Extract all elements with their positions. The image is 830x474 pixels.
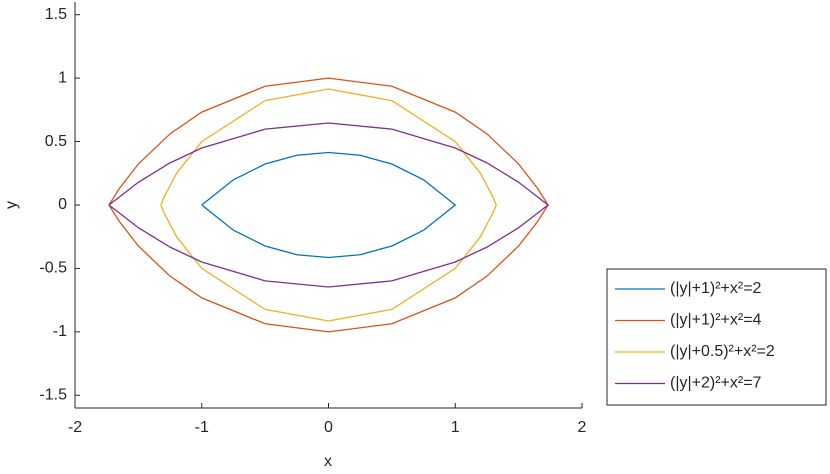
x-tick-label: 1 [451, 419, 460, 436]
legend-label: (|y|+1)²+x²=2 [670, 280, 762, 297]
legend-label: (|y|+0.5)²+x²=2 [670, 343, 775, 360]
y-tick-label: 0 [58, 196, 67, 213]
series-line [201, 151, 457, 259]
x-axis-label: x [324, 453, 332, 470]
y-tick-label: 1.5 [45, 6, 67, 23]
y-tick-label: 0.5 [45, 133, 67, 150]
y-tick-label: -1.5 [39, 387, 67, 404]
y-axis-label: y [3, 201, 20, 209]
x-tick-label: -1 [195, 419, 209, 436]
x-tick-label: 2 [578, 419, 587, 436]
y-tick-label: -0.5 [39, 260, 67, 277]
legend-label: (|y|+2)²+x²=7 [670, 375, 762, 392]
series-line [160, 88, 497, 322]
legend-label: (|y|+1)²+x²=4 [670, 312, 762, 329]
series-line [108, 77, 549, 333]
series-line [108, 122, 550, 288]
legend-box [606, 268, 827, 406]
y-tick-label: 1 [58, 69, 67, 86]
y-tick-label: -1 [53, 323, 67, 340]
x-tick-label: 0 [324, 419, 333, 436]
x-tick-label: -2 [68, 419, 82, 436]
